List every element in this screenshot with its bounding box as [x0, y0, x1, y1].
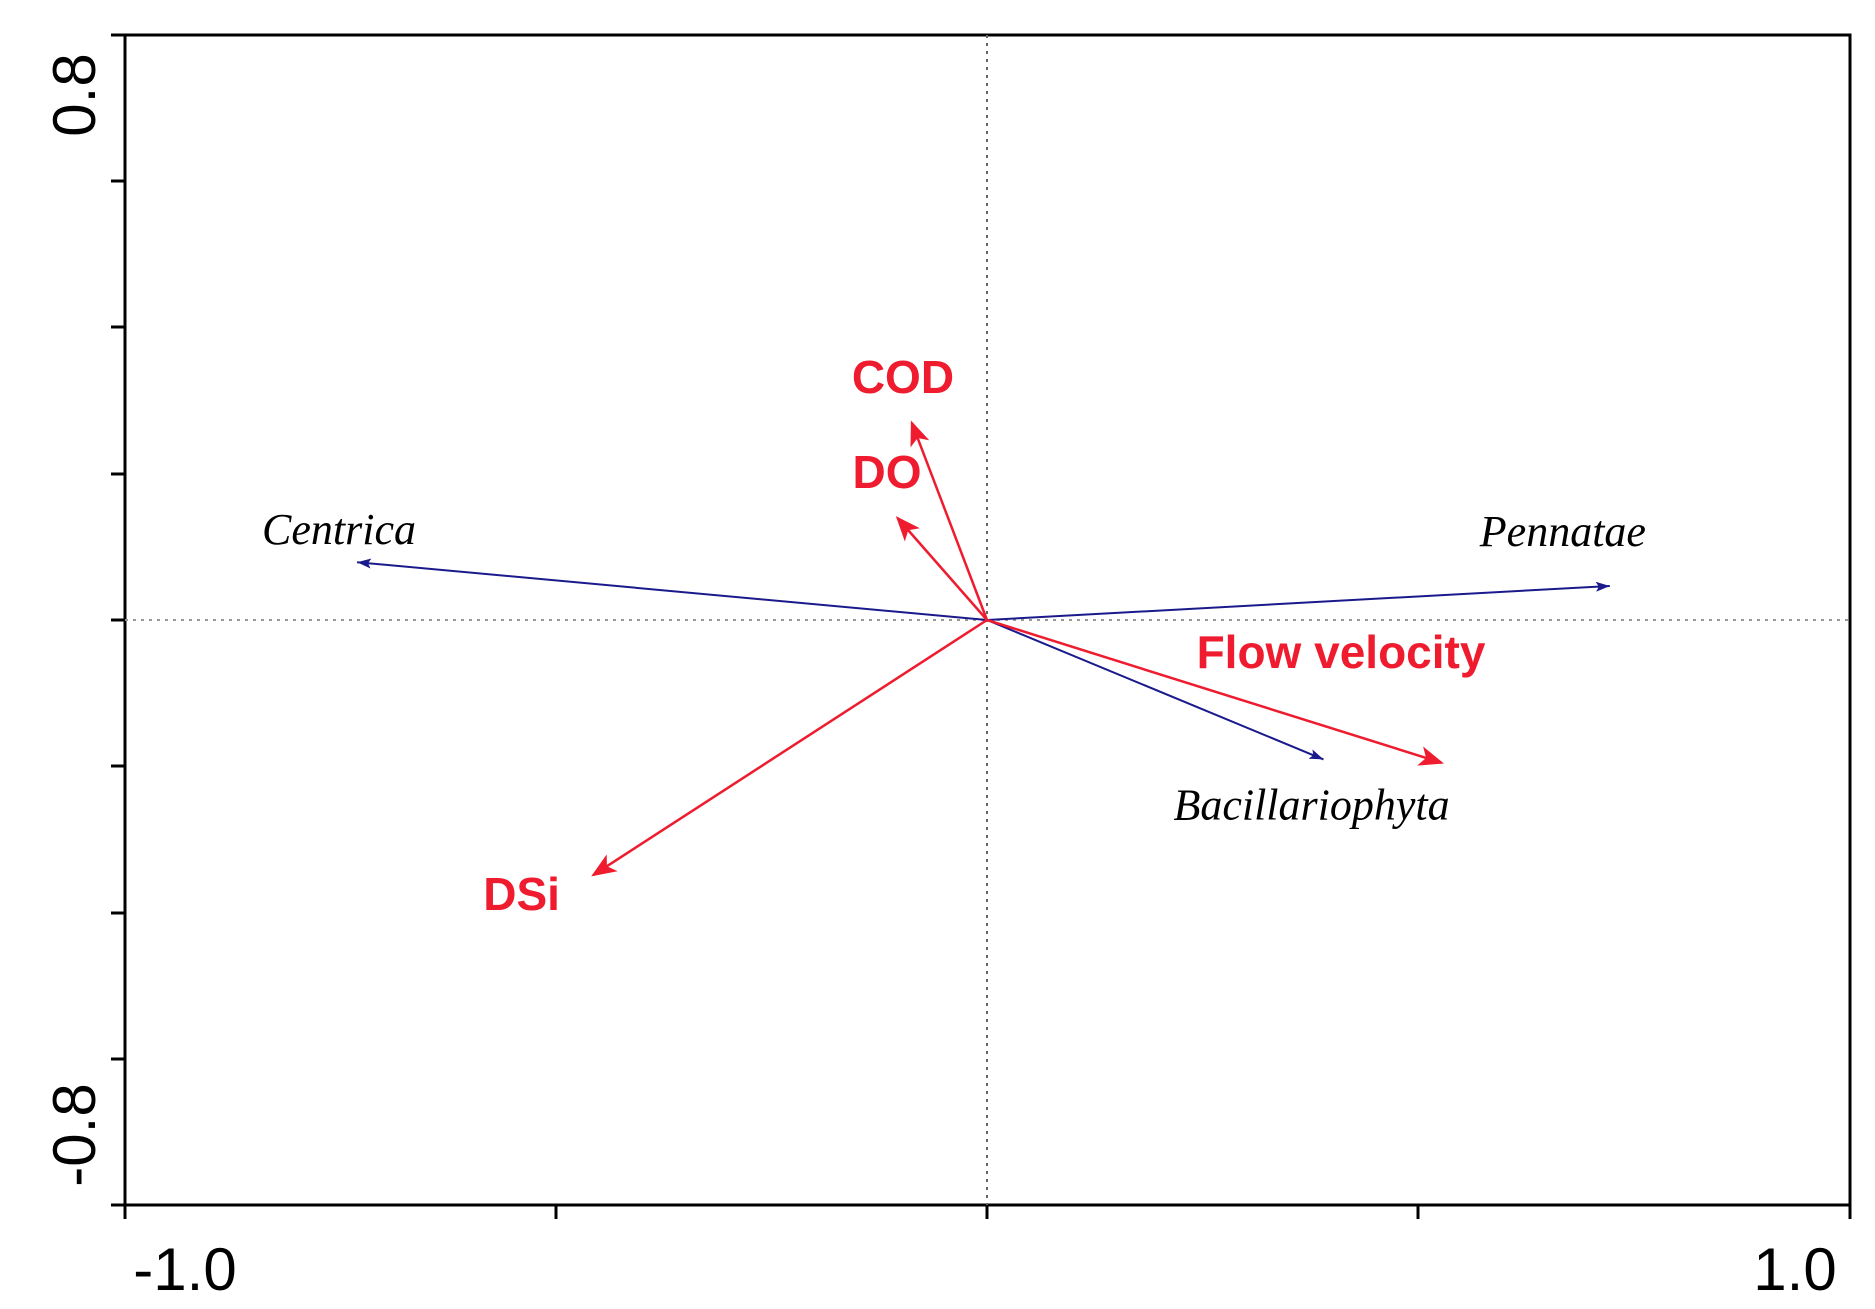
env-label-flow-velocity: Flow velocity — [1197, 626, 1486, 678]
env-arrow-do — [895, 516, 988, 621]
x-tick-label-max: 1.0 — [1753, 1236, 1836, 1303]
x-axis-ticks — [123, 1205, 1852, 1219]
species-vectors: Centrica Pennatae Bacillariophyta — [262, 505, 1646, 829]
species-label-centrica: Centrica — [262, 505, 416, 554]
env-arrow-flow-velocity — [986, 618, 1444, 766]
species-arrow-centrica — [356, 558, 988, 621]
species-label-pennatae: Pennatae — [1479, 507, 1646, 556]
y-axis-ticks — [111, 33, 125, 1207]
x-tick-label-min: -1.0 — [133, 1236, 236, 1303]
env-arrow-dsi — [591, 618, 988, 877]
env-label-cod: COD — [852, 351, 954, 403]
y-tick-label-max: 0.8 — [41, 53, 108, 136]
species-arrow-bacillariophyta — [986, 619, 1324, 761]
species-arrow-pennatae — [986, 581, 1610, 621]
environmental-vectors: COD DO Flow velocity DSi — [483, 351, 1486, 920]
env-label-do: DO — [853, 446, 922, 498]
y-tick-label-min: -0.8 — [41, 1083, 108, 1186]
species-label-bacillariophyta: Bacillariophyta — [1173, 780, 1449, 829]
env-arrow-cod — [910, 420, 989, 621]
env-label-dsi: DSi — [483, 868, 560, 920]
